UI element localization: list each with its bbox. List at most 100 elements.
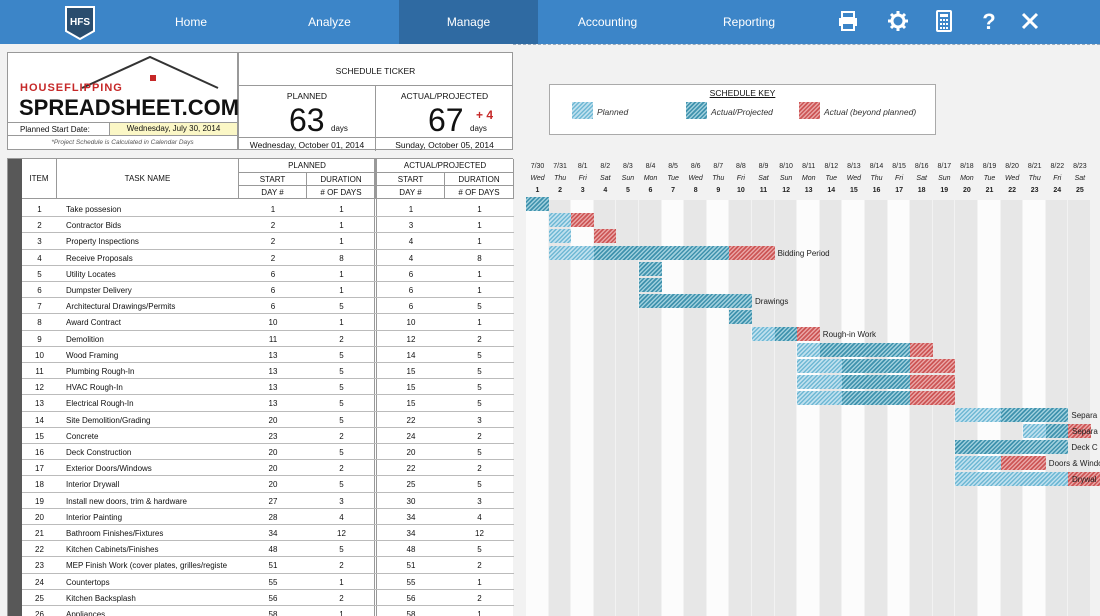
beyond-planned-bar[interactable]	[910, 391, 956, 406]
table-row[interactable]: 12 HVAC Rough-In 13 5 15 5	[22, 379, 514, 396]
table-row[interactable]: 6 Dumpster Delivery 6 1 6 1	[22, 282, 514, 299]
item-cell: 11	[35, 367, 44, 376]
planned-bar[interactable]	[955, 456, 1001, 471]
beyond-planned-bar[interactable]	[1000, 456, 1046, 471]
task-name-cell: MEP Finish Work (cover plates, grilles/r…	[66, 561, 228, 571]
actual-bar[interactable]	[526, 197, 549, 211]
table-row[interactable]: 9 Demolition 11 2 12 2	[22, 331, 514, 347]
item-cell: 25	[35, 593, 44, 603]
table-row[interactable]: 17 Exterior Doors/Windows 20 2 22 2	[22, 460, 514, 477]
task-name-cell: Install new doors, trim & hardware	[66, 496, 187, 506]
actual-bar[interactable]	[639, 294, 752, 309]
table-row[interactable]: 4 Receive Proposals 2 8 4 8	[22, 250, 514, 266]
planned-bar[interactable]	[548, 213, 572, 228]
beyond-planned-bar[interactable]	[729, 245, 775, 260]
table-row[interactable]: 26 Appliances 58 1 58 1	[22, 606, 514, 616]
planned-bar[interactable]	[797, 391, 843, 406]
planned-start-header: START	[239, 173, 307, 186]
planned-bar[interactable]	[797, 359, 843, 373]
gantt-day-number: 2	[558, 187, 563, 194]
nav-reporting[interactable]: Reporting	[722, 15, 776, 29]
print-icon[interactable]	[837, 10, 859, 32]
nav-manage[interactable]: Manage	[399, 0, 538, 44]
gantt-day-dow: Mon	[960, 175, 974, 182]
table-row[interactable]: 11 Plumbing Rough-In 13 5 15 5	[22, 363, 514, 380]
table-row[interactable]: 20 Interior Painting 28 4 34 4	[22, 509, 514, 525]
close-icon[interactable]	[1019, 10, 1041, 32]
calculator-icon[interactable]	[933, 10, 955, 32]
planned-start-date-field[interactable]: Wednesday, July 30, 2014	[109, 123, 237, 135]
table-row[interactable]: 18 Interior Drywall 20 5 25 5	[22, 476, 514, 493]
planned-duration-cell: 5	[339, 415, 344, 425]
planned-bar[interactable]	[548, 229, 572, 244]
actual-bar[interactable]	[842, 359, 911, 373]
table-row[interactable]: 23 MEP Finish Work (cover plates, grilles…	[22, 557, 514, 574]
hfs-logo[interactable]: HFS	[64, 5, 96, 40]
beyond-planned-bar[interactable]	[910, 359, 956, 373]
table-row[interactable]: 13 Electrical Rough-In 13 5 15 5	[22, 395, 514, 412]
actual-bar[interactable]	[639, 261, 662, 276]
table-row[interactable]: 19 Install new doors, trim & hardware 27 3 3…	[22, 493, 514, 509]
actual-duration-cell: 1	[477, 318, 482, 328]
planned-bar[interactable]	[797, 375, 843, 390]
actual-bar[interactable]	[1045, 423, 1069, 438]
table-row[interactable]: 8 Award Contract 10 1 10 1	[22, 314, 514, 331]
table-row[interactable]: 21 Bathroom Finishes/Fixtures 34 12 34 12	[22, 525, 514, 542]
table-row[interactable]: 16 Deck Construction 20 5 20 5	[22, 444, 514, 461]
actual-bar[interactable]	[842, 375, 911, 390]
table-row[interactable]: 10 Wood Framing 13 5 14 5	[22, 347, 514, 363]
table-row[interactable]: 24 Countertops 55 1 55 1	[22, 574, 514, 590]
planned-bar[interactable]	[548, 245, 594, 260]
table-row[interactable]: 5 Utility Locates 6 1 6 1	[22, 266, 514, 282]
planned-bar[interactable]	[797, 342, 820, 357]
nav-accounting[interactable]: Accounting	[577, 15, 638, 29]
nav-home[interactable]: Home	[174, 15, 207, 29]
planned-bar[interactable]	[1023, 423, 1046, 438]
actual-bar[interactable]	[1000, 407, 1069, 422]
table-row[interactable]: 2 Contractor Bids 2 1 3 1	[22, 217, 514, 234]
beyond-planned-bar[interactable]	[797, 326, 820, 341]
beyond-planned-bar[interactable]	[910, 375, 956, 390]
table-row[interactable]: 7 Architectural Drawings/Permits 6 5 6 5	[22, 298, 514, 315]
actual-duration-cell: 3	[477, 496, 482, 506]
item-cell: 15	[35, 431, 44, 441]
actual-bar[interactable]	[819, 342, 911, 357]
beyond-planned-bar[interactable]	[1068, 472, 1100, 487]
table-row[interactable]: 3 Property Inspections 2 1 4 1	[22, 233, 514, 250]
actual-bar[interactable]	[729, 310, 752, 325]
gantt-day-number: 5	[625, 187, 630, 194]
actual-bar[interactable]	[774, 326, 798, 341]
actual-bar[interactable]	[639, 278, 662, 292]
actual-days-header: # OF DAYS	[445, 186, 514, 199]
planned-bar[interactable]	[955, 472, 1069, 487]
gear-icon[interactable]	[887, 10, 909, 32]
nav-analyze[interactable]: Analyze	[308, 15, 351, 29]
planned-bar[interactable]	[752, 326, 775, 341]
actual-bar[interactable]	[593, 245, 730, 260]
table-row[interactable]: 25 Kitchen Backsplash 56 2 56 2	[22, 590, 514, 606]
actual-start-cell: 22	[406, 415, 416, 425]
actual-bar[interactable]	[955, 440, 1069, 454]
actual-bar[interactable]	[842, 391, 911, 406]
help-icon[interactable]: ?	[978, 10, 1000, 32]
table-row[interactable]: 15 Concrete 23 2 24 2	[22, 428, 514, 444]
actual-duration-cell: 2	[477, 431, 482, 441]
beyond-planned-bar[interactable]	[1068, 423, 1091, 438]
planned-start-cell: 13	[268, 383, 278, 393]
table-row[interactable]: 14 Site Demolition/Grading 20 5 22 3	[22, 412, 514, 428]
actual-start-cell: 15	[406, 367, 416, 376]
beyond-planned-bar[interactable]	[593, 229, 617, 244]
actual-start-cell: 24	[406, 431, 416, 441]
item-cell: 26	[35, 610, 44, 616]
beyond-planned-bar[interactable]	[571, 213, 594, 228]
svg-text:?: ?	[982, 10, 995, 32]
planned-start-cell: 20	[268, 415, 278, 425]
table-row[interactable]: 22 Kitchen Cabinets/Finishes 48 5 48 5	[22, 541, 514, 558]
task-name-cell: Concrete	[66, 431, 99, 441]
beyond-planned-bar[interactable]	[910, 342, 933, 357]
table-row[interactable]: 1 Take possesion 1 1 1 1	[22, 201, 514, 218]
gantt-day-number: 15	[849, 187, 858, 194]
gantt-bar-label: Rough-in Work	[822, 329, 877, 339]
planned-bar[interactable]	[955, 407, 1001, 422]
actual-duration-cell: 1	[477, 610, 482, 616]
